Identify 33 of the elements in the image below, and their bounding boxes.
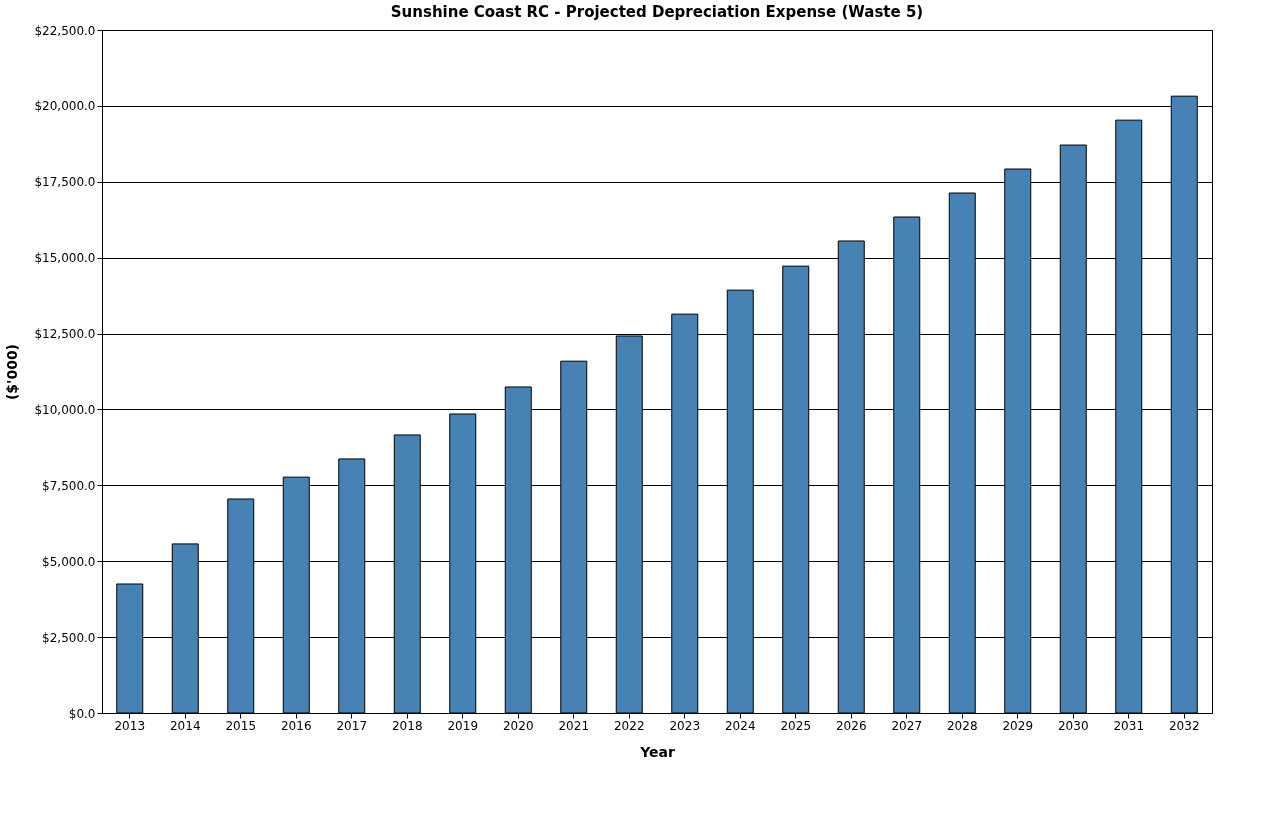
x-tick-label: 2031 — [1113, 718, 1145, 733]
x-tick-label: 2016 — [280, 718, 312, 733]
x-tick-label: 2026 — [835, 718, 867, 733]
x-tick-label: 2025 — [780, 718, 812, 733]
x-tick-label: 2029 — [1002, 718, 1034, 733]
x-tick-label: 2017 — [336, 718, 368, 733]
y-tick-label: $0.0 — [68, 706, 96, 721]
x-tick-label: 2018 — [391, 718, 423, 733]
x-tick-label: 2021 — [558, 718, 590, 733]
x-tick-label: 2023 — [669, 718, 701, 733]
y-tick-label: $20,000.0 — [34, 99, 96, 114]
y-tick-label: $12,500.0 — [34, 327, 96, 342]
x-axis-title: Year — [639, 743, 675, 760]
y-axis-title: ($'000) — [4, 343, 21, 401]
x-tick-label: 2030 — [1057, 718, 1089, 733]
x-tick-label: 2019 — [447, 718, 479, 733]
x-tick-label: 2032 — [1168, 718, 1200, 733]
y-tick-label: $17,500.0 — [34, 175, 96, 190]
y-tick-label: $2,500.0 — [42, 630, 96, 645]
x-tick-label: 2015 — [225, 718, 257, 733]
x-tick-label: 2024 — [724, 718, 756, 733]
y-tick-label: $15,000.0 — [34, 251, 96, 266]
y-tick-label: $7,500.0 — [42, 478, 96, 493]
chart-title: Sunshine Coast RC - Projected Depreciation Expense (Waste 5) — [390, 3, 924, 21]
y-tick-label: $10,000.0 — [34, 402, 96, 417]
x-tick-label: 2028 — [946, 718, 978, 733]
x-tick-label: 2013 — [114, 718, 146, 733]
x-tick-label: 2022 — [613, 718, 645, 733]
x-tick-label: 2014 — [169, 718, 201, 733]
y-tick-label: $22,500.0 — [34, 23, 96, 38]
x-tick-label: 2027 — [891, 718, 923, 733]
x-tick-label: 2020 — [502, 718, 534, 733]
y-tick-label: $5,000.0 — [42, 554, 96, 569]
